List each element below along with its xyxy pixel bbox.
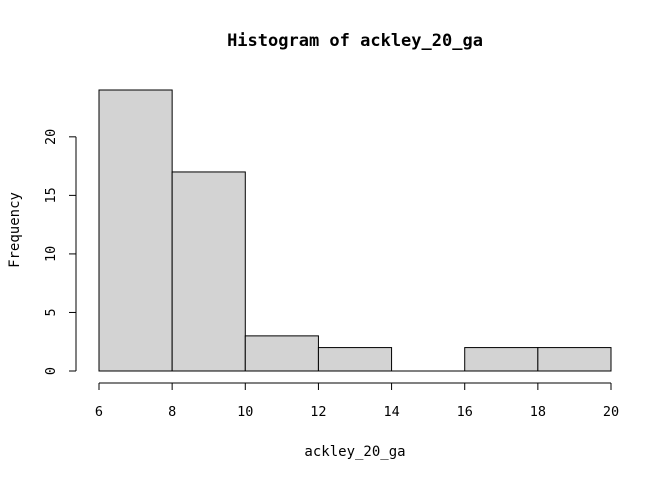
y-tick-label: 15 — [43, 187, 59, 203]
chart-title: Histogram of ackley_20_ga — [227, 31, 483, 51]
y-axis-label: Frequency — [7, 192, 23, 268]
histogram-bar-6 — [537, 347, 612, 372]
bars-group — [98, 89, 612, 372]
histogram-bar-3 — [317, 347, 393, 372]
x-axis-label: ackley_20_ga — [304, 444, 405, 460]
x-tick-label: 16 — [457, 404, 473, 420]
histogram-bar-0 — [98, 89, 173, 372]
y-tick-label: 20 — [43, 129, 59, 145]
x-tick-label: 20 — [603, 404, 619, 420]
x-tick-label: 8 — [168, 404, 176, 420]
x-axis: 6 8 10 12 14 16 18 20 — [95, 382, 619, 420]
y-tick-label: 10 — [43, 246, 59, 262]
y-tick-label: 0 — [43, 367, 59, 375]
histogram-bar-2 — [244, 335, 319, 372]
y-axis: 0 5 10 15 20 — [43, 129, 77, 375]
x-tick-label: 10 — [237, 404, 253, 420]
x-tick-label: 6 — [95, 404, 103, 420]
histogram-bar-5 — [464, 347, 539, 372]
x-tick-label: 18 — [530, 404, 546, 420]
x-tick-label: 12 — [310, 404, 326, 420]
y-tick-label: 5 — [43, 308, 59, 316]
x-tick-label: 14 — [383, 404, 399, 420]
histogram-bar-1 — [171, 171, 246, 372]
